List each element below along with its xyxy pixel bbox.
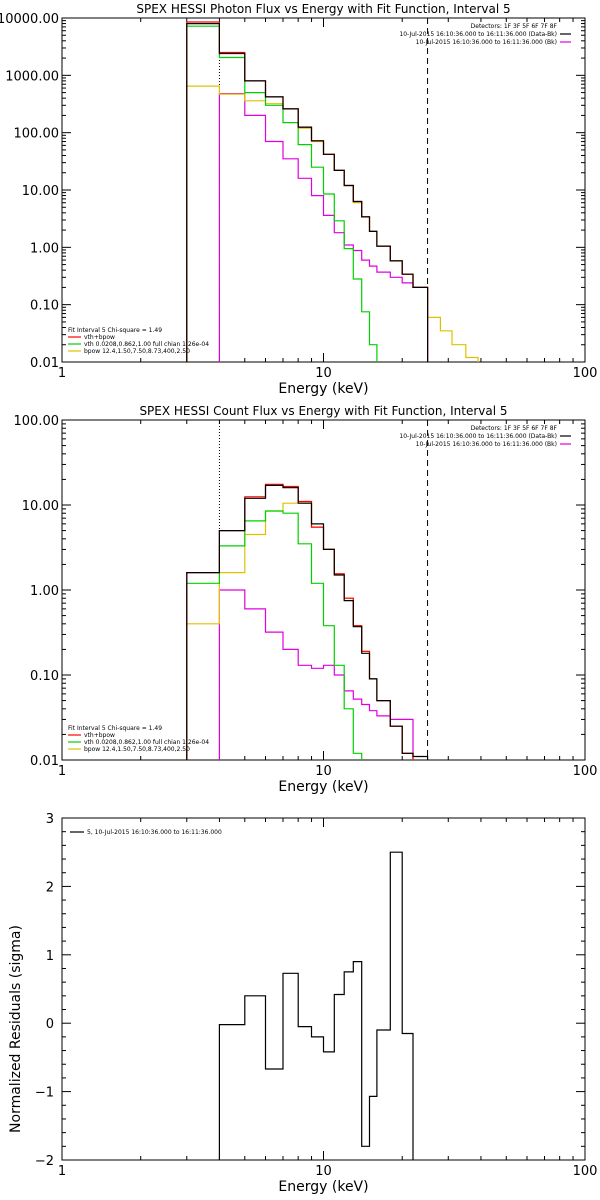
legend-top-entry: 10-Jul-2015 16:10:36.000 to 16:11:36.000… (416, 441, 557, 448)
legend-bottom-entry: vth+bpow (84, 732, 115, 739)
y-tick-label: −2 (35, 1154, 54, 1169)
x-tick-label: 100 (573, 366, 598, 381)
y-tick-label: 0.10 (30, 669, 59, 684)
y-tick-label: 1.00 (30, 584, 59, 599)
legend-bottom-entry: Fit Interval 5 Chi-square = 1.49 (68, 327, 162, 334)
legend-bottom-entry: bpow 12.4,1.50,7.50,8.73,400,2.50 (84, 348, 190, 355)
x-axis-label: Energy (keV) (278, 779, 368, 795)
legend-bottom-entry: vth 0.0208,0.862,1.00 full chian 1.26e-0… (84, 739, 209, 746)
legend-bottom-entry: vth 0.0208,0.862,1.00 full chian 1.26e-0… (84, 341, 209, 348)
y-tick-label: 100.00 (14, 127, 60, 142)
legend-top-entry: Detectors: 1F 3F 5F 6F 7F 8F (471, 23, 558, 30)
x-tick-label: 10 (315, 366, 332, 381)
legend-top-entry: 5, 10-Jul-2015 16:10:36.000 to 16:11:36.… (87, 829, 222, 836)
y-tick-label: 0 (46, 1017, 54, 1032)
legend-top-entry: 10-Jul-2015 16:10:36.000 to 16:11:36.000… (399, 31, 557, 38)
legend-top-entry: 10-Jul-2015 16:10:36.000 to 16:11:36.000… (416, 39, 557, 46)
panel-2: SPEX HESSI Count Flux vs Energy with Fit… (14, 404, 598, 795)
y-tick-label: 0.01 (30, 754, 59, 769)
y-tick-label: 100.00 (14, 414, 60, 429)
legend-bottom-entry: vth+bpow (84, 334, 115, 341)
chart-title: SPEX HESSI Count Flux vs Energy with Fit… (139, 404, 507, 418)
y-tick-label: 0.10 (30, 299, 59, 314)
series-vth-bpow (186, 483, 414, 760)
chart-title: SPEX HESSI Photon Flux vs Energy with Fi… (136, 2, 510, 16)
y-tick-label: 1 (46, 949, 54, 964)
series-group (186, 21, 479, 362)
plot-frame (61, 817, 586, 1161)
legend-top-entry: 10-Jul-2015 16:10:36.000 to 16:11:36.000… (399, 433, 557, 440)
series-5-10-jul-2015-16-10-36-000-to-16-11-36-000 (218, 851, 414, 1160)
panel-1: SPEX HESSI Photon Flux vs Energy with Fi… (0, 2, 598, 397)
x-tick-label: 100 (573, 1164, 598, 1179)
x-tick-label: 1 (58, 366, 66, 381)
x-tick-label: 1 (58, 1164, 66, 1179)
series-data-bk (186, 484, 429, 760)
series-bk (218, 589, 414, 760)
legend-top-entry: Detectors: 1F 3F 5F 6F 7F 8F (471, 425, 558, 432)
y-tick-label: 1000.00 (5, 69, 59, 84)
x-axis-label: Energy (keV) (278, 381, 368, 397)
x-axis-label: Energy (keV) (278, 1179, 368, 1195)
legend-bottom-entry: Fit Interval 5 Chi-square = 1.49 (68, 725, 162, 732)
y-tick-label: 2 (46, 880, 54, 895)
series-bpow (186, 85, 479, 362)
series-data-bk (186, 23, 429, 362)
y-tick-label: −1 (35, 1086, 54, 1101)
y-axis-label: Normalized Residuals (sigma) (8, 925, 24, 1133)
x-tick-label: 10 (315, 764, 332, 779)
series-group (218, 851, 414, 1160)
series-vth (186, 510, 363, 760)
series-group (186, 483, 429, 760)
y-tick-label: 1.00 (30, 241, 59, 256)
y-tick-label: 10000.00 (0, 12, 59, 27)
x-tick-label: 10 (315, 1164, 332, 1179)
x-tick-label: 1 (58, 764, 66, 779)
series-bpow (186, 502, 414, 760)
legend-bottom-entry: bpow 12.4,1.50,7.50,8.73,400,2.50 (84, 746, 190, 753)
series-vth (186, 25, 378, 362)
y-tick-label: 3 (46, 812, 54, 827)
y-tick-label: 10.00 (22, 499, 59, 514)
y-tick-label: 10.00 (22, 184, 59, 199)
y-tick-label: 0.01 (30, 356, 59, 371)
x-tick-label: 100 (573, 764, 598, 779)
panel-3: 1 10 100 Energy (keV) −2 −1 0 1 2 3 Normalized Res… (8, 812, 598, 1195)
